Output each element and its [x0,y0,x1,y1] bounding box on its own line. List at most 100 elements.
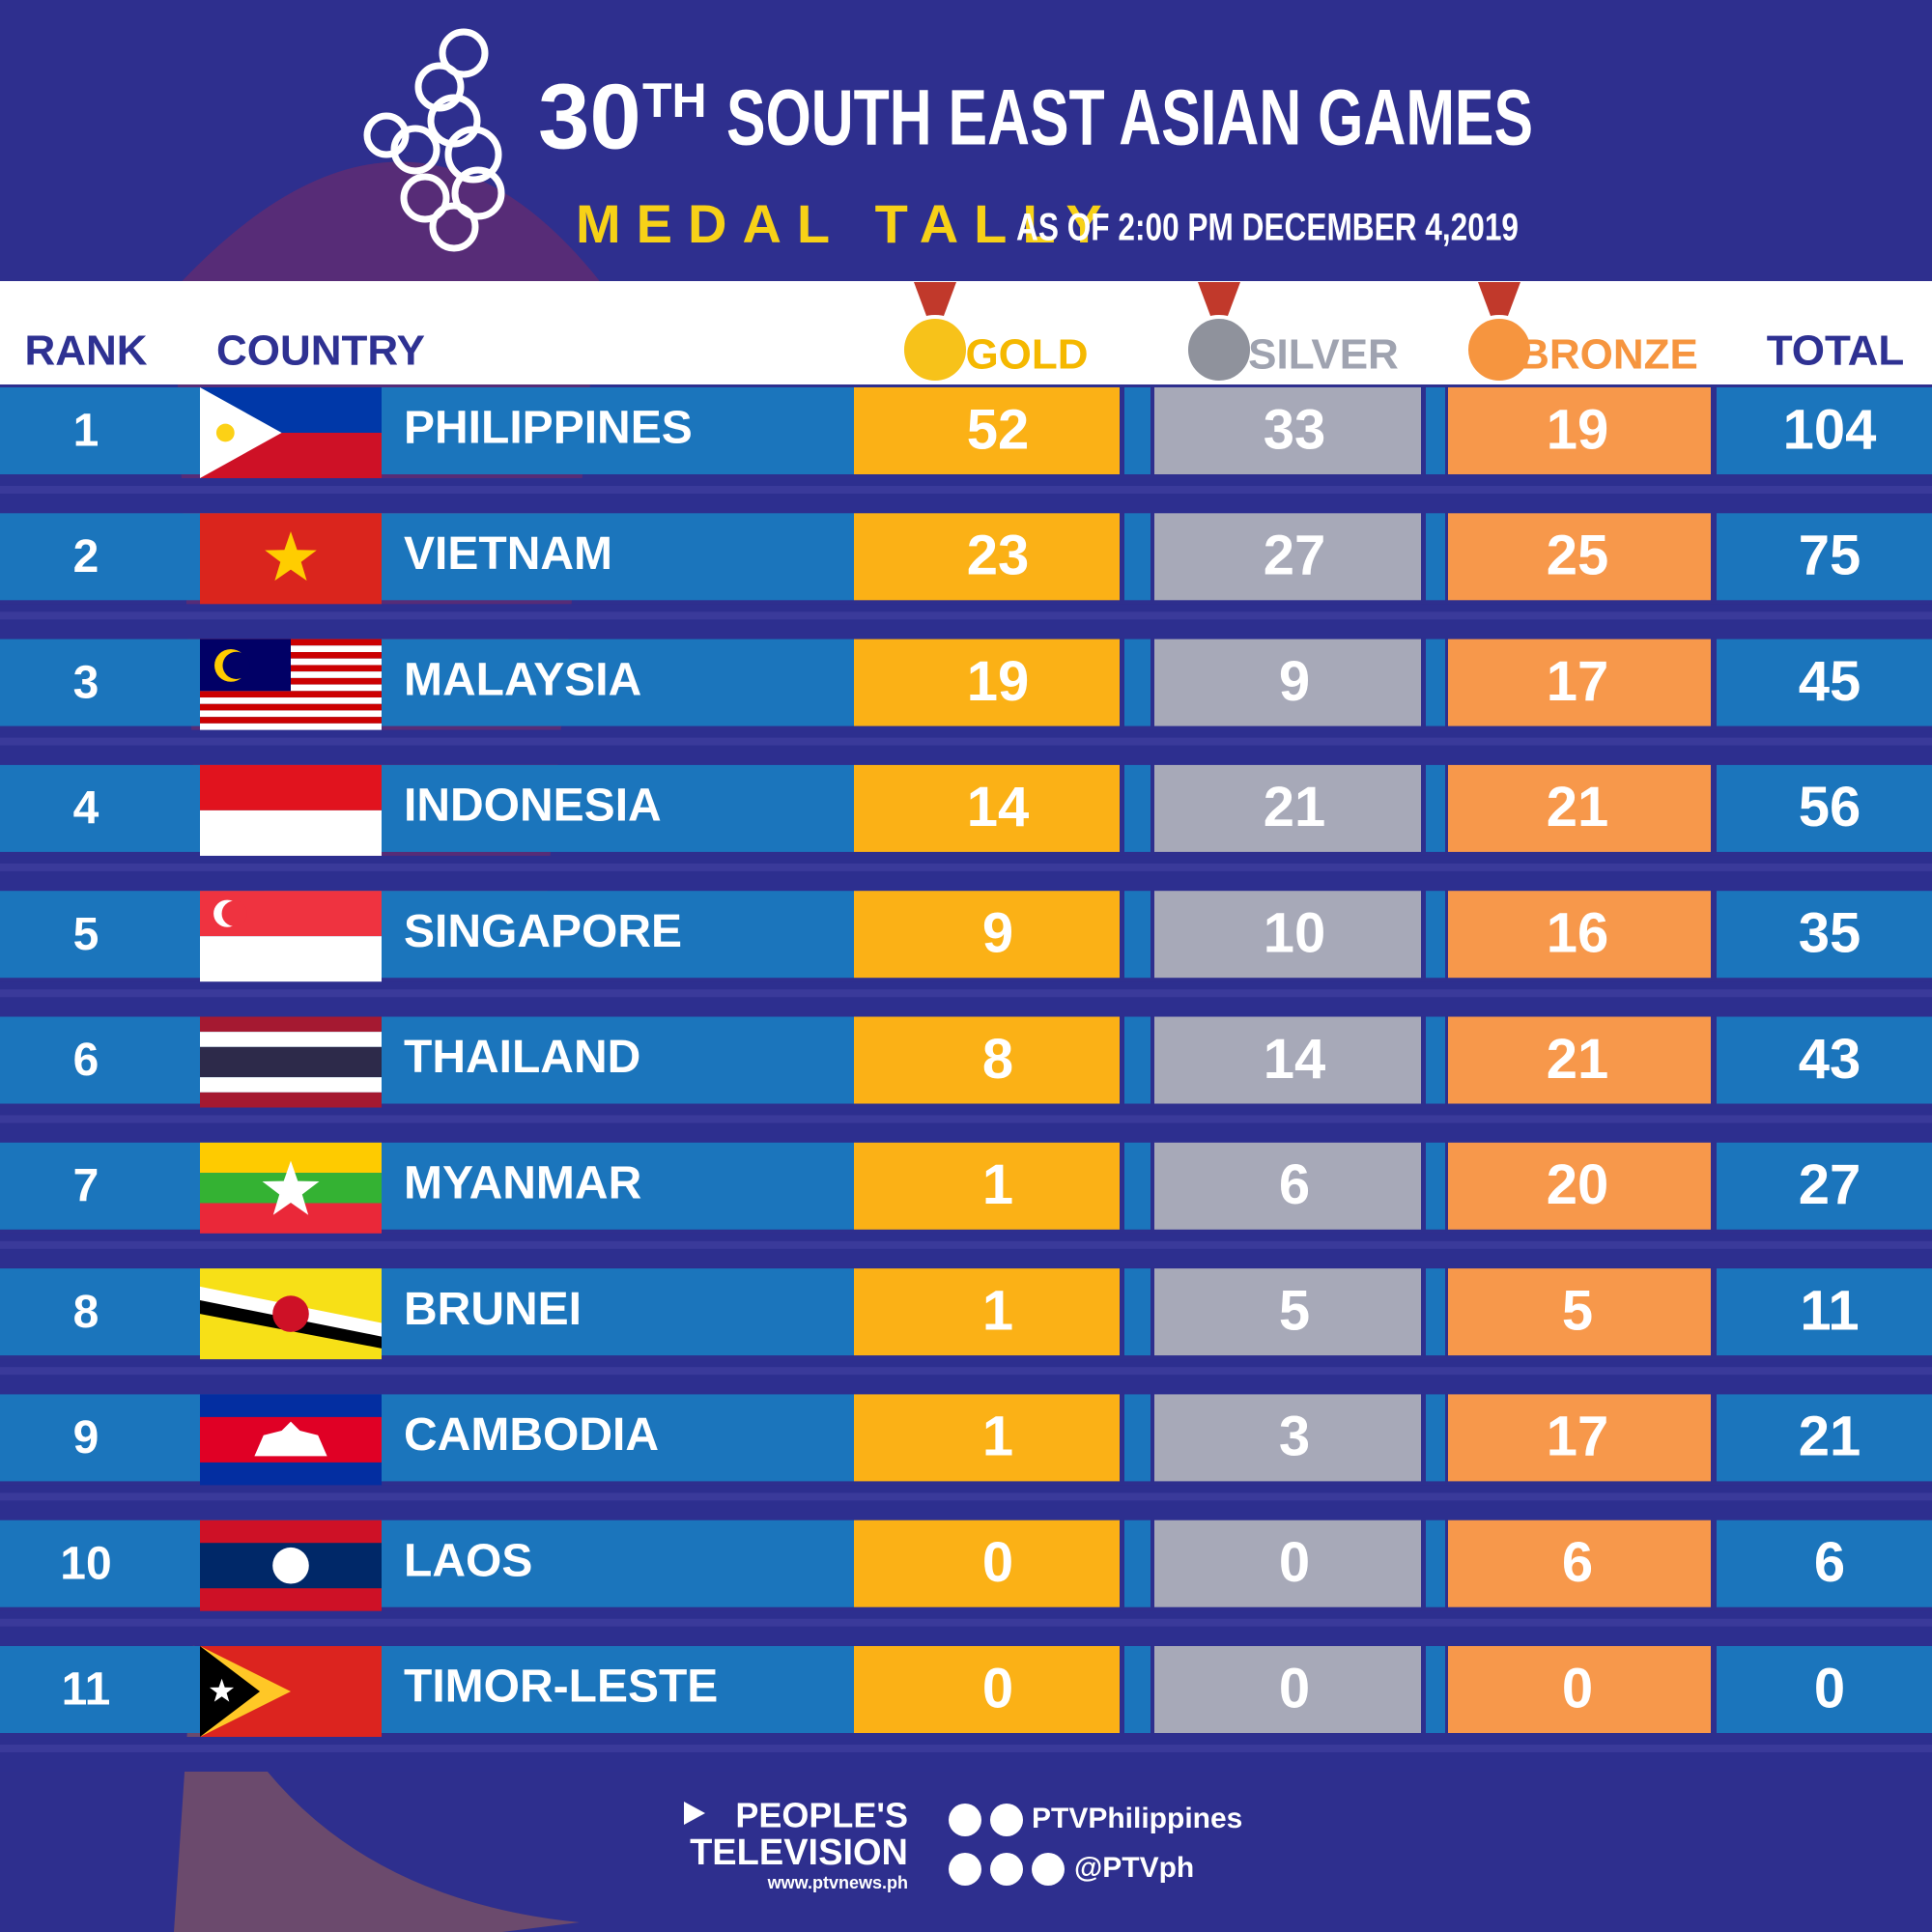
flag [200,1142,382,1234]
cell [0,1646,854,1733]
cell [1154,764,1421,852]
country-name: TIMOR-LESTE [404,1662,718,1713]
rank: 11 [62,1664,111,1716]
medal-count: 14 [1264,1028,1326,1091]
country-name: PHILIPPINES [404,403,693,454]
medal-count: 20 [1547,1153,1609,1216]
brand-line1: PEOPLE'S [735,1796,908,1835]
table-row: 7 MYANMAR 1 6 20 27 [0,1142,1932,1268]
flag [200,1646,382,1737]
flag-part [200,1646,261,1737]
medal-count: 8 [982,1028,1013,1091]
medal-count: 21 [1264,776,1326,838]
flag-part [272,1547,309,1584]
dailymotion-icon [990,1804,1023,1836]
title-suffix: TH [642,73,707,128]
cell [1124,1520,1151,1607]
flag-part [200,1092,382,1108]
flag-part [200,810,382,856]
cell [1154,891,1421,979]
medal [1464,315,1534,384]
table-row: 4 INDONESIA 14 21 21 56 [0,764,1932,891]
rank: 4 [73,783,99,835]
column-header: BRONZE [1519,331,1698,379]
cell [0,1520,854,1607]
cell [1426,764,1445,852]
cell [1154,1142,1421,1230]
medal-count: 21 [1547,776,1609,838]
medal-count: 6 [1814,1531,1845,1594]
cell [1717,1268,1932,1356]
cell [1426,1520,1445,1607]
cell [854,1394,1120,1482]
cell [854,1142,1120,1230]
brand-icon [684,1802,705,1825]
row-divider [0,1485,1932,1520]
column-header-band [0,281,1932,384]
row-stripe [0,611,1932,620]
cell [1426,891,1445,979]
cell [854,1520,1120,1607]
medal-count: 56 [1799,776,1861,838]
rank: 5 [73,909,99,960]
social-handle: @PTVph [1074,1852,1194,1884]
cell [1124,1142,1151,1230]
medal-count: 6 [1562,1531,1593,1594]
medal-count: 21 [1547,1028,1609,1091]
medal-count: 19 [1547,398,1609,461]
flag-part [210,1678,235,1702]
cell [0,639,854,726]
logo-ring [439,28,489,78]
medal-count: 43 [1799,1028,1861,1091]
flag-part [265,531,317,582]
youtube-icon [949,1804,981,1836]
cell [854,639,1120,726]
table-row: 2 VIETNAM 23 27 25 75 [0,513,1932,639]
row-divider [0,1359,1932,1395]
row-divider [0,604,1932,639]
cell [1426,639,1445,726]
medal-count: 25 [1547,525,1609,587]
country-name: VIETNAM [404,528,612,580]
cell [1448,639,1711,726]
title: SOUTH EAST ASIAN GAMES [726,74,1533,162]
medal-count: 45 [1799,650,1861,713]
country-name: SINGAPORE [404,906,682,957]
title-number: 30 [538,65,641,168]
cell [0,513,854,601]
rank: 10 [60,1538,111,1589]
website: www.ptvnews.ph [767,1873,908,1892]
brand-line2: TELEVISION [690,1833,908,1873]
cell [0,387,854,474]
cell [0,1394,854,1482]
table-row: 1 PHILIPPINES 52 33 19 104 [0,387,1932,513]
flag-part [200,936,382,982]
flag-part [221,900,247,926]
flag-part [200,387,282,478]
medal-count: 23 [967,525,1030,587]
rank: 1 [73,406,99,457]
medal [1184,315,1254,384]
column-header: RANK [24,327,147,375]
medal-count: 9 [982,902,1013,965]
medal-count: 0 [982,1531,1013,1594]
cell [1448,1142,1711,1230]
medal-count: 16 [1547,902,1609,965]
cell [1154,639,1421,726]
medal-count: 3 [1279,1406,1310,1468]
cell [1717,387,1932,474]
country-name: BRUNEI [404,1284,582,1335]
flag [200,1016,382,1108]
medal-count: 75 [1799,525,1861,587]
flag-part [200,1077,382,1093]
column-header: COUNTRY [216,327,425,375]
country-name: LAOS [404,1535,532,1586]
country-name: INDONESIA [404,781,662,832]
flag [200,1394,382,1486]
medal-count: 52 [967,398,1030,461]
country-name: MALAYSIA [404,654,641,705]
flag-part [222,651,250,679]
cell [1448,1016,1711,1104]
row-divider [0,981,1932,1017]
